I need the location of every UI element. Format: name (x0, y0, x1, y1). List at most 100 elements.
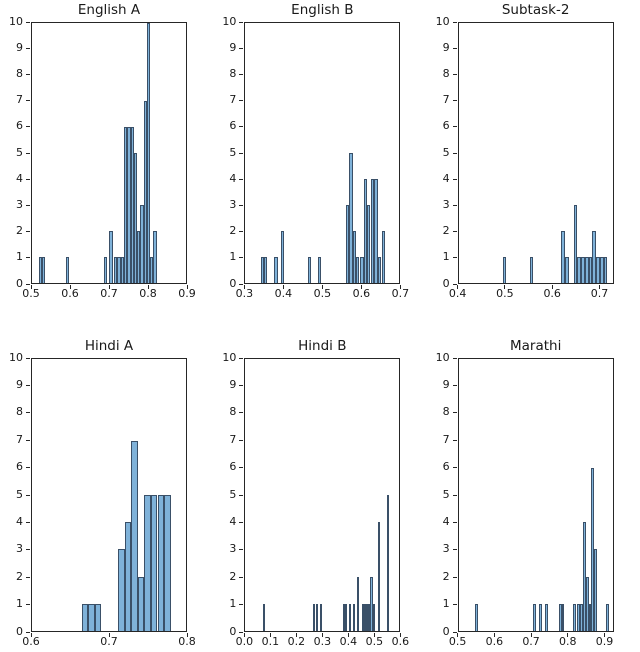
histogram-bar (591, 467, 595, 631)
y-axis: 0 1 2 3 4 5 6 7 8 9 10 (428, 16, 458, 289)
histogram-bar (539, 603, 542, 631)
y-tick-label: 0 (442, 276, 450, 290)
y-tick-mark (26, 283, 30, 285)
histogram-bar (320, 603, 323, 631)
y-tick-label: 6 (442, 460, 450, 474)
subplot-hindi-b: Hindi B 0 1 2 3 4 5 6 7 8 9 10 0.0 0.1 0.2 0.3 0.4 0.5 0… (213, 326, 426, 652)
x-tick-mark (504, 285, 506, 289)
histogram-bar (42, 257, 46, 283)
y-tick-label: 5 (442, 145, 450, 159)
subplot-title: Hindi A (84, 338, 134, 354)
y-tick-mark (452, 467, 457, 469)
y-tick-mark (239, 283, 244, 285)
plot-wrap: 0 1 2 3 4 5 6 7 8 9 10 0.6 0.7 0.8 (9, 352, 196, 648)
y-tick-label: 0 (229, 624, 237, 638)
histogram-bar (137, 576, 145, 631)
y-tick-label: 2 (229, 224, 237, 238)
y-axis: 0 1 2 3 4 5 6 7 8 9 10 (214, 16, 244, 289)
y-tick-mark (26, 178, 30, 180)
subplot-marathi: Marathi 0 1 2 3 4 5 6 7 8 9 10 0.5 0.6 0.7 0.8 0.9 (427, 326, 640, 652)
y-tick-mark (239, 576, 244, 578)
y-tick-label: 8 (442, 405, 450, 419)
histogram-bar (352, 231, 356, 283)
y-tick-mark (239, 439, 244, 441)
y-tick-mark (239, 178, 244, 180)
histogram-bar (342, 603, 345, 631)
x-tick-mark (30, 633, 32, 637)
y-tick-mark (26, 439, 30, 441)
y-tick-label: 8 (229, 405, 237, 419)
x-tick-label: 0.9 (178, 287, 196, 300)
plot-wrap: 0 1 2 3 4 5 6 7 8 9 10 0.3 0.4 0.5 0.6 0.7 (222, 16, 409, 300)
histogram-bar (584, 257, 589, 283)
y-tick-mark (26, 231, 30, 233)
histogram-bar (474, 603, 478, 631)
y-tick-mark (452, 357, 457, 359)
histogram-bar (114, 257, 118, 283)
histogram-bar (262, 603, 265, 631)
y-tick-label: 7 (16, 432, 23, 446)
histogram-bar (81, 603, 89, 631)
x-axis: 0.3 0.4 0.5 0.6 0.7 (236, 284, 409, 300)
histogram-bar (118, 549, 125, 631)
x-tick-mark (457, 633, 459, 637)
y-tick-mark (452, 494, 457, 496)
subplot-title: English A (77, 2, 141, 18)
histogram-bar (605, 603, 609, 631)
x-tick-mark (69, 285, 71, 289)
y-tick-mark (239, 21, 244, 23)
y-tick-mark (452, 384, 457, 386)
y-tick-label: 6 (16, 119, 23, 133)
histogram-bar (316, 603, 319, 631)
y-tick-label: 7 (442, 93, 450, 107)
y-tick-label: 2 (16, 224, 23, 238)
x-tick-label: 0.4 (274, 287, 293, 300)
histogram-bar (94, 603, 102, 631)
y-tick-label: 2 (229, 569, 237, 583)
histogram-bar (260, 257, 264, 283)
subplot-subtask-2: Subtask-2 0 1 2 3 4 5 6 7 8 9 10 0.4 0.5 0.6 0.7 (427, 0, 640, 326)
subplot-title: Hindi B (298, 338, 347, 354)
y-tick-label: 5 (16, 487, 23, 501)
x-tick-label: 0.5 (313, 287, 332, 300)
y-tick-mark (239, 204, 244, 206)
subplot-english-a: English A 0 1 2 3 4 5 6 7 8 9 10 0.5 0.6 0.7 0.8 0.9 (0, 0, 213, 326)
y-tick-label: 10 (9, 350, 23, 364)
y-tick-mark (26, 257, 30, 259)
y-tick-mark (452, 257, 457, 259)
y-tick-mark (26, 467, 30, 469)
x-tick-mark (373, 633, 375, 637)
x-axis: 0.5 0.6 0.7 0.8 0.9 (449, 632, 614, 648)
y-tick-label: 3 (442, 542, 450, 556)
y-tick-label: 7 (442, 432, 450, 446)
histogram-bar (377, 257, 381, 283)
y-tick-label: 0 (442, 624, 450, 638)
x-tick-mark (530, 633, 532, 637)
x-tick-label: 0.7 (522, 635, 540, 648)
x-tick-label: 0.5 (22, 287, 40, 300)
x-tick-label: 0.1 (261, 635, 280, 648)
x-tick-label: 0.6 (485, 635, 504, 648)
y-tick-mark (239, 257, 244, 259)
x-axis: 0.4 0.5 0.6 0.7 (449, 284, 614, 300)
x-axis: 0.0 0.1 0.2 0.3 0.4 0.5 0.6 (236, 632, 409, 648)
histogram-bar (366, 205, 371, 283)
y-tick-mark (26, 384, 30, 386)
histogram-bar (274, 257, 278, 283)
y-tick-mark (239, 100, 244, 102)
histogram-bar (150, 257, 154, 283)
y-tick-mark (239, 521, 244, 523)
histogram-bar (38, 257, 42, 283)
x-tick-label: 0.3 (235, 287, 254, 300)
x-tick-label: 0.9 (595, 635, 614, 648)
histogram-bar (561, 231, 566, 283)
plot-area (244, 358, 401, 632)
plot-area (457, 358, 614, 632)
histogram-bar (579, 603, 583, 631)
y-axis: 0 1 2 3 4 5 6 7 8 9 10 (214, 352, 244, 637)
y-tick-label: 10 (435, 14, 450, 28)
y-axis: 0 1 2 3 4 5 6 7 8 9 10 (428, 352, 458, 637)
histogram-bar (532, 603, 536, 631)
histogram-bar (502, 257, 507, 283)
x-tick-mark (399, 633, 401, 637)
